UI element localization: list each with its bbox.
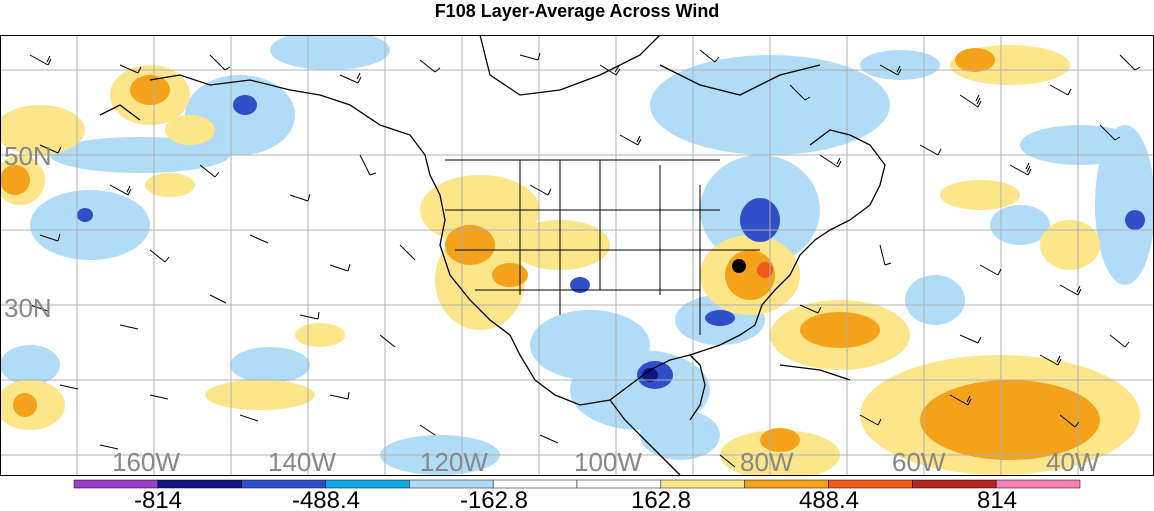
graticule	[0, 35, 1154, 476]
station-marker	[732, 259, 746, 273]
wind-barbs	[29, 49, 1141, 468]
colorbar: -814 -488.4 -162.8 162.8 488.4 814	[73, 479, 1081, 511]
lon-label-60w: 60W	[892, 447, 946, 476]
lon-label-140w: 140W	[268, 447, 336, 476]
colorbar-labels: -814 -488.4 -162.8 162.8 488.4 814	[134, 487, 1017, 511]
colorbar-label-3: -162.8	[460, 487, 528, 511]
political-borders	[445, 159, 760, 335]
colorbar-label-2: -488.4	[292, 487, 360, 511]
longitude-labels: 160W 140W 120W 100W 80W 60W 40W	[112, 447, 1100, 476]
lon-label-40w: 40W	[1046, 447, 1100, 476]
colorbar-label-5: 488.4	[799, 487, 859, 511]
lon-label-120w: 120W	[420, 447, 488, 476]
colorbar-swatches	[73, 479, 1081, 489]
map-title: F108 Layer-Average Across Wind	[434, 1, 720, 21]
lon-label-80w: 80W	[740, 447, 794, 476]
lat-label-50n: 50N	[4, 141, 52, 171]
wind-map: 50N 30N 160W 140W 120W 100W 80W 60W 40W	[0, 35, 1154, 476]
lat-label-30n: 30N	[4, 293, 52, 323]
latitude-labels: 50N 30N	[4, 141, 52, 323]
lon-label-160w: 160W	[112, 447, 180, 476]
colorbar-label-1: -814	[134, 487, 182, 511]
colorbar-label-6: 814	[977, 487, 1017, 511]
colorbar-label-4: 162.8	[631, 487, 691, 511]
lon-label-100w: 100W	[574, 447, 642, 476]
colorbar-swatch-12	[995, 479, 1081, 489]
coastlines	[99, 35, 886, 476]
